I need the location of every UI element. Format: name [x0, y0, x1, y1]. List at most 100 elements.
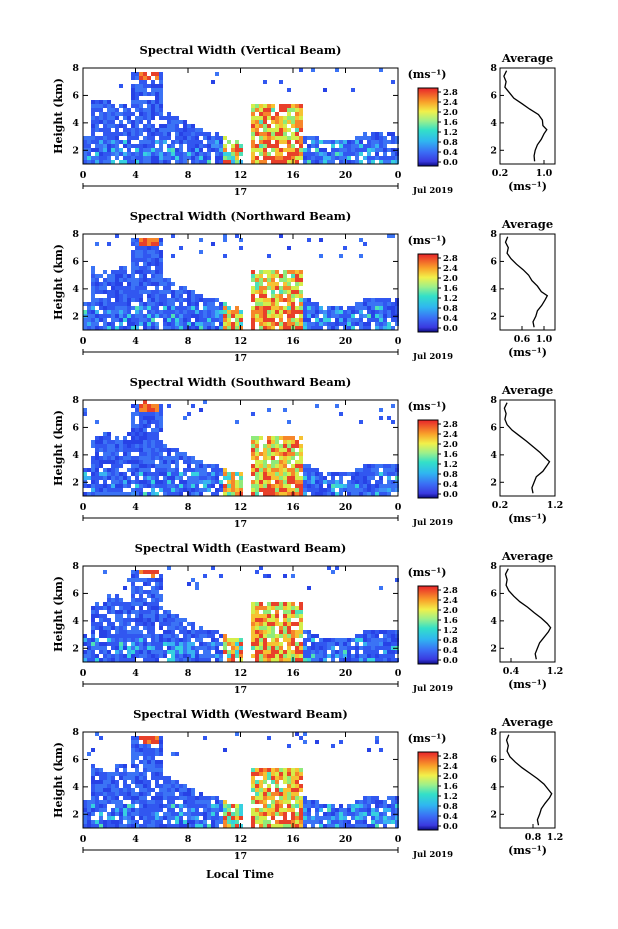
heatmap-cell: [131, 570, 135, 574]
heatmap-cell: [283, 156, 287, 160]
heatmap-cell: [147, 740, 151, 744]
average-y-tick-label: 4: [490, 616, 497, 627]
heatmap-cell: [291, 132, 295, 136]
heatmap-cell: [151, 436, 155, 440]
heatmap-cell: [107, 136, 111, 140]
heatmap-cell: [155, 646, 159, 650]
heatmap-cell: [255, 658, 259, 662]
heatmap-cell: [275, 476, 279, 480]
heatmap-cell: [271, 322, 275, 326]
heatmap-cell: [159, 744, 163, 748]
heatmap-cell: [139, 72, 143, 76]
heatmap-cell: [371, 808, 375, 812]
heatmap-cell: [319, 642, 323, 646]
heatmap-cell: [387, 484, 391, 488]
heatmap-cell: [227, 306, 231, 310]
heatmap-cell: [251, 468, 255, 472]
heatmap-cell: [395, 824, 399, 828]
heatmap-cell: [263, 808, 267, 812]
heatmap-cell: [179, 642, 183, 646]
heatmap-cell: [255, 452, 259, 456]
heatmap-cell: [203, 808, 207, 812]
heatmap-cell: [375, 310, 379, 314]
heatmap-cell: [359, 302, 363, 306]
heatmap-cell: [383, 156, 387, 160]
heatmap-cell: [179, 152, 183, 156]
heatmap-cell: [147, 764, 151, 768]
heatmap-cell: [103, 120, 107, 124]
heatmap-cell: [111, 140, 115, 144]
heatmap-cell: [263, 630, 267, 634]
heatmap-cell: [99, 444, 103, 448]
heatmap-cell: [91, 646, 95, 650]
heatmap-cell: [83, 492, 87, 496]
heatmap-cell: [295, 488, 299, 492]
heatmap-cell: [139, 416, 143, 420]
heatmap-cell: [99, 780, 103, 784]
heatmap-cell: [147, 100, 151, 104]
heatmap-cell: [123, 622, 127, 626]
heatmap-cell: [95, 128, 99, 132]
heatmap-cell: [95, 140, 99, 144]
heatmap-cell: [259, 824, 263, 828]
heatmap-cell: [355, 152, 359, 156]
heatmap-cell: [155, 250, 159, 254]
colorbar-tick-label: 2.0: [443, 108, 458, 118]
heatmap-cell: [231, 638, 235, 642]
heatmap-cell: [323, 310, 327, 314]
heatmap-cell: [279, 824, 283, 828]
heatmap-cell: [327, 306, 331, 310]
heatmap-cell: [251, 286, 255, 290]
heatmap-cell: [151, 314, 155, 318]
heatmap-cell: [271, 460, 275, 464]
heatmap-cell: [355, 642, 359, 646]
heatmap-cell: [299, 270, 303, 274]
heatmap-cell: [127, 310, 131, 314]
heatmap-cell: [131, 492, 135, 496]
heatmap-cell: [107, 654, 111, 658]
heatmap-cell: [355, 480, 359, 484]
heatmap-cell: [187, 290, 191, 294]
heatmap-cell: [195, 658, 199, 662]
heatmap-cell: [131, 254, 135, 258]
heatmap-cell: [147, 108, 151, 112]
heatmap-cell: [291, 812, 295, 816]
heatmap-cell: [375, 650, 379, 654]
heatmap-cell: [115, 788, 119, 792]
heatmap-cell: [315, 812, 319, 816]
heatmap-cell: [311, 322, 315, 326]
heatmap-cell: [387, 472, 391, 476]
heatmap-cell: [159, 156, 163, 160]
heatmap-cell: [167, 650, 171, 654]
heatmap-cell: [187, 310, 191, 314]
heatmap-cell: [359, 820, 363, 824]
heatmap-cell: [383, 314, 387, 318]
heatmap-cell: [319, 650, 323, 654]
heatmap-cell: [127, 112, 131, 116]
heatmap-cell: [159, 594, 163, 598]
heatmap-cell: [239, 484, 243, 488]
heatmap-cell: [175, 476, 179, 480]
heatmap-cell: [371, 314, 375, 318]
heatmap-cell: [127, 578, 131, 582]
heatmap-cell: [263, 772, 267, 776]
heatmap-cell: [211, 642, 215, 646]
heatmap-cell: [159, 76, 163, 80]
heatmap-cell: [191, 646, 195, 650]
heatmap-cell: [99, 816, 103, 820]
heatmap-cell: [363, 326, 367, 330]
heatmap-cell: [147, 116, 151, 120]
heatmap-cell: [235, 824, 239, 828]
heatmap-cell: [211, 242, 215, 246]
heatmap-cell: [395, 464, 399, 468]
heatmap-cell: [275, 634, 279, 638]
heatmap-cell: [159, 626, 163, 630]
heatmap-cell: [359, 824, 363, 828]
heatmap-cell: [103, 824, 107, 828]
heatmap-cell: [183, 132, 187, 136]
heatmap-cell: [91, 128, 95, 132]
heatmap-cell: [183, 314, 187, 318]
heatmap-cell: [159, 796, 163, 800]
heatmap-cell: [167, 476, 171, 480]
heatmap-cell: [135, 792, 139, 796]
